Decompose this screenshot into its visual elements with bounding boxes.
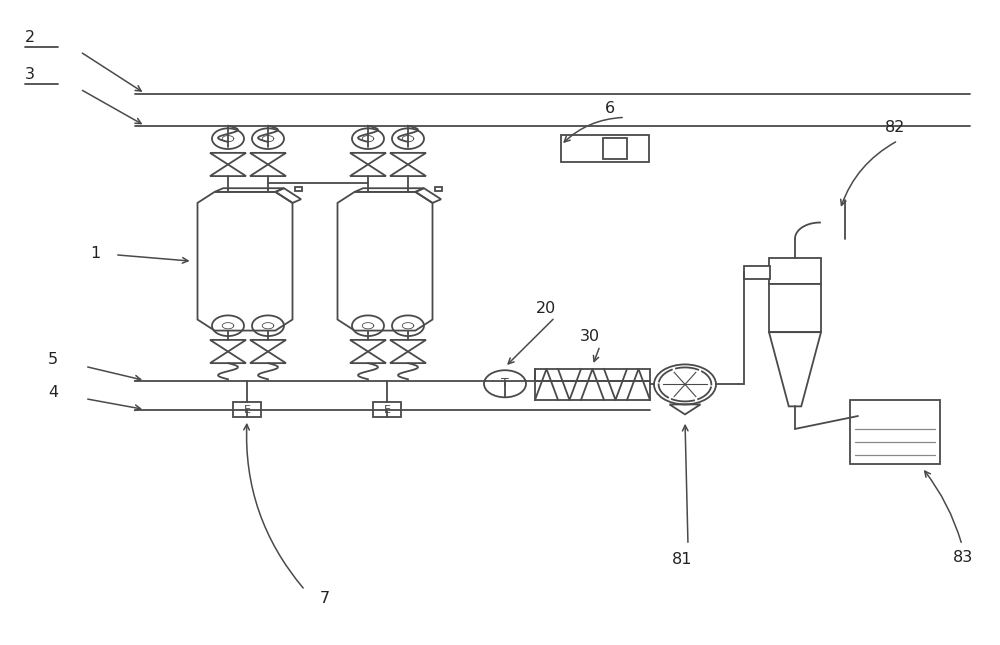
Text: 4: 4	[48, 384, 58, 400]
Text: 2: 2	[25, 30, 35, 45]
Bar	[850, 400, 940, 464]
Text: 3: 3	[25, 66, 35, 82]
Text: 20: 20	[536, 301, 556, 316]
Text: 5: 5	[48, 352, 58, 368]
Bar	[233, 402, 261, 417]
Bar	[769, 284, 821, 332]
Text: T: T	[501, 377, 509, 390]
Bar	[603, 138, 627, 159]
Bar	[769, 258, 821, 284]
Text: E: E	[384, 404, 390, 415]
Bar	[373, 402, 401, 417]
Bar	[295, 188, 302, 191]
Text: 6: 6	[605, 101, 615, 116]
Text: 83: 83	[953, 550, 973, 566]
Text: E: E	[244, 404, 250, 415]
Bar	[435, 188, 442, 191]
Bar	[744, 266, 770, 279]
Bar	[535, 369, 650, 400]
Text: 7: 7	[320, 591, 330, 606]
Text: 1: 1	[90, 246, 100, 261]
Text: 81: 81	[672, 552, 692, 568]
Text: 30: 30	[580, 328, 600, 344]
Text: 82: 82	[885, 120, 905, 135]
Bar	[561, 135, 649, 162]
